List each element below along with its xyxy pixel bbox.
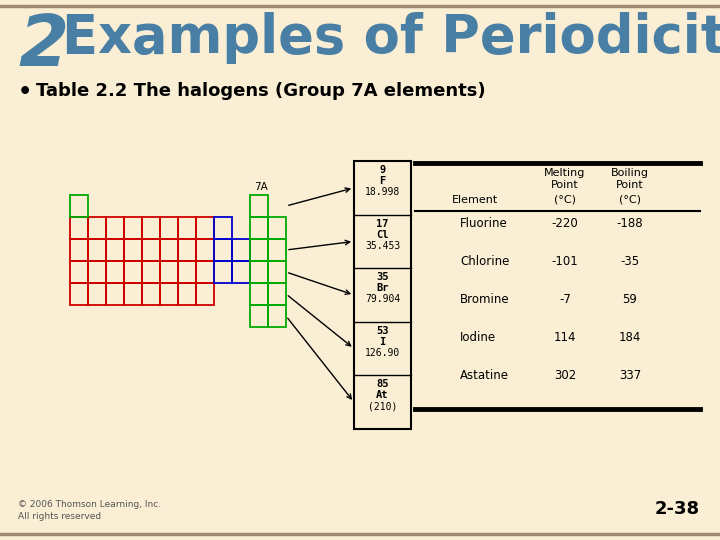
Text: Br: Br bbox=[377, 283, 389, 293]
Text: 35: 35 bbox=[377, 272, 389, 282]
Bar bbox=[250, 217, 268, 239]
Bar bbox=[142, 239, 160, 261]
Text: 79.904: 79.904 bbox=[365, 294, 400, 304]
Bar bbox=[88, 239, 106, 261]
Bar bbox=[88, 217, 106, 239]
Text: Astatine: Astatine bbox=[460, 369, 509, 382]
Bar bbox=[178, 217, 196, 239]
Bar bbox=[70, 261, 88, 283]
Bar bbox=[196, 261, 214, 283]
Text: 126.90: 126.90 bbox=[365, 348, 400, 358]
Bar bbox=[106, 283, 124, 305]
Bar bbox=[106, 239, 124, 261]
Bar bbox=[178, 239, 196, 261]
Bar bbox=[124, 239, 142, 261]
Text: 18.998: 18.998 bbox=[365, 187, 400, 197]
Text: 184: 184 bbox=[618, 331, 642, 344]
Bar bbox=[88, 283, 106, 305]
Bar bbox=[142, 261, 160, 283]
Text: 2-38: 2-38 bbox=[655, 500, 700, 518]
Text: Point: Point bbox=[551, 180, 579, 190]
Text: -220: -220 bbox=[552, 217, 578, 230]
Text: 85: 85 bbox=[377, 380, 389, 389]
Text: 35.453: 35.453 bbox=[365, 241, 400, 251]
Text: Fluorine: Fluorine bbox=[460, 217, 508, 230]
Text: 114: 114 bbox=[554, 331, 576, 344]
Bar bbox=[196, 217, 214, 239]
Text: (°C): (°C) bbox=[619, 195, 641, 205]
Text: •: • bbox=[18, 82, 32, 102]
Text: 17: 17 bbox=[377, 219, 389, 228]
Text: Element: Element bbox=[452, 195, 498, 205]
Bar bbox=[160, 261, 178, 283]
Bar bbox=[70, 195, 88, 217]
Text: 53: 53 bbox=[377, 326, 389, 336]
Text: Table 2.2 The halogens (Group 7A elements): Table 2.2 The halogens (Group 7A element… bbox=[36, 82, 485, 100]
Bar bbox=[142, 217, 160, 239]
Bar bbox=[214, 261, 232, 283]
Bar bbox=[178, 261, 196, 283]
Bar bbox=[232, 239, 250, 261]
Bar bbox=[268, 305, 286, 327]
Bar bbox=[232, 261, 250, 283]
Bar bbox=[160, 239, 178, 261]
Text: 59: 59 bbox=[623, 293, 637, 306]
Text: F: F bbox=[379, 176, 386, 186]
Bar bbox=[124, 283, 142, 305]
Bar bbox=[124, 217, 142, 239]
Bar bbox=[178, 283, 196, 305]
Text: 2: 2 bbox=[18, 12, 68, 81]
Text: Boiling: Boiling bbox=[611, 168, 649, 178]
Text: Bromine: Bromine bbox=[460, 293, 510, 306]
Bar bbox=[250, 283, 268, 305]
Bar bbox=[70, 239, 88, 261]
Text: 337: 337 bbox=[619, 369, 641, 382]
Bar bbox=[196, 239, 214, 261]
Text: At: At bbox=[377, 390, 389, 400]
Bar bbox=[160, 283, 178, 305]
Bar bbox=[106, 217, 124, 239]
Bar bbox=[268, 261, 286, 283]
Text: -35: -35 bbox=[621, 255, 639, 268]
Bar bbox=[250, 195, 268, 217]
Text: Cl: Cl bbox=[377, 230, 389, 240]
Bar bbox=[106, 261, 124, 283]
Text: (°C): (°C) bbox=[554, 195, 576, 205]
Bar bbox=[250, 305, 268, 327]
Bar bbox=[142, 283, 160, 305]
Bar bbox=[214, 217, 232, 239]
Text: Melting: Melting bbox=[544, 168, 585, 178]
Text: -188: -188 bbox=[617, 217, 643, 230]
Bar bbox=[250, 239, 268, 261]
Bar bbox=[196, 283, 214, 305]
Bar bbox=[160, 217, 178, 239]
Text: Chlorine: Chlorine bbox=[460, 255, 509, 268]
Text: 302: 302 bbox=[554, 369, 576, 382]
Bar bbox=[268, 217, 286, 239]
Bar bbox=[268, 239, 286, 261]
Text: I: I bbox=[379, 337, 386, 347]
Bar bbox=[354, 161, 411, 429]
Bar bbox=[124, 261, 142, 283]
Text: 9: 9 bbox=[379, 165, 386, 175]
Text: (210): (210) bbox=[368, 401, 397, 411]
Text: -101: -101 bbox=[552, 255, 578, 268]
Bar bbox=[70, 217, 88, 239]
Text: Point: Point bbox=[616, 180, 644, 190]
Bar bbox=[214, 239, 232, 261]
Text: Examples of Periodicity: Examples of Periodicity bbox=[62, 12, 720, 64]
Bar bbox=[70, 283, 88, 305]
Text: © 2006 Thomson Learning, Inc.
All rights reserved: © 2006 Thomson Learning, Inc. All rights… bbox=[18, 500, 161, 521]
Bar bbox=[250, 261, 268, 283]
Bar bbox=[268, 283, 286, 305]
Text: 7A: 7A bbox=[254, 182, 268, 192]
Text: -7: -7 bbox=[559, 293, 571, 306]
Text: Iodine: Iodine bbox=[460, 331, 496, 344]
Bar bbox=[88, 261, 106, 283]
